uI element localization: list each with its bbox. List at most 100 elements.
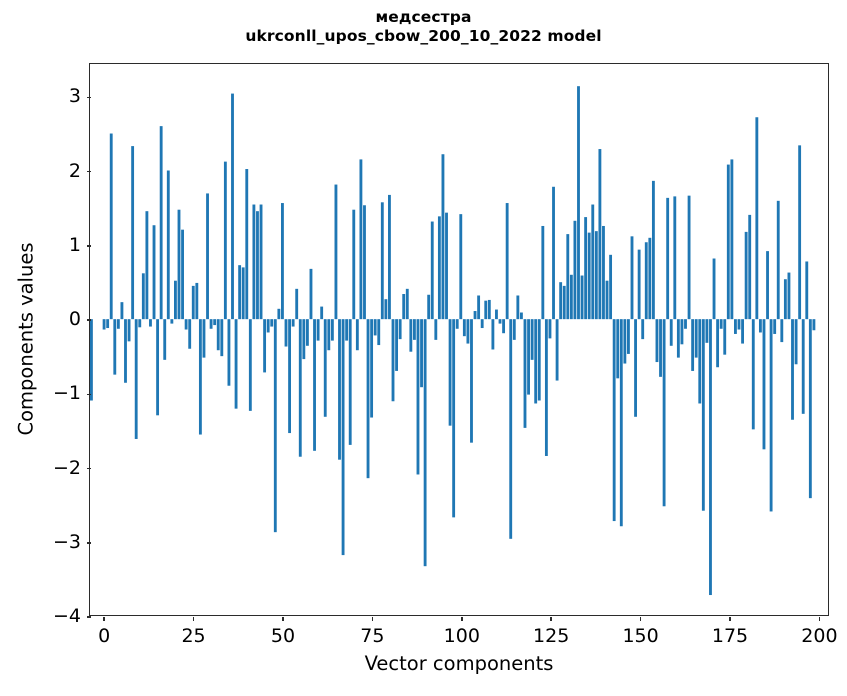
bar xyxy=(637,249,641,320)
bar xyxy=(259,204,263,320)
x-tick-label: 50 xyxy=(270,625,296,647)
bar xyxy=(238,265,242,320)
bar xyxy=(141,273,145,320)
bar xyxy=(730,159,734,320)
chart-title: медсестра ukrconll_upos_cbow_200_10_2022… xyxy=(0,8,847,46)
bar xyxy=(170,319,174,324)
bar xyxy=(366,319,370,479)
bar xyxy=(509,319,513,539)
bar xyxy=(569,274,573,320)
bar xyxy=(801,319,805,414)
bar xyxy=(477,295,481,320)
bar xyxy=(498,319,502,324)
bar xyxy=(691,319,695,371)
x-tick-mark xyxy=(282,617,284,621)
bar xyxy=(209,319,213,329)
bar xyxy=(619,319,623,527)
bar xyxy=(470,319,473,443)
y-tick-label: 2 xyxy=(68,159,81,182)
bar xyxy=(751,319,755,430)
y-tick-mark xyxy=(86,616,91,618)
bar xyxy=(149,319,152,327)
bar xyxy=(373,319,377,336)
bar xyxy=(206,193,209,320)
bar xyxy=(174,280,177,320)
bar xyxy=(534,319,538,404)
bar xyxy=(798,145,802,320)
bar xyxy=(241,267,245,320)
x-tick-label: 100 xyxy=(443,625,480,647)
bar xyxy=(673,196,677,320)
bar xyxy=(348,319,352,445)
bar xyxy=(523,319,527,428)
bar xyxy=(152,225,156,320)
x-tick-mark xyxy=(192,617,195,621)
y-tick-mark xyxy=(86,96,91,99)
y-tick-mark xyxy=(86,319,91,321)
bar xyxy=(220,319,224,357)
bar xyxy=(370,319,374,418)
bar xyxy=(352,209,356,320)
plot-area xyxy=(90,64,828,615)
bar xyxy=(612,319,616,522)
bar xyxy=(808,319,812,499)
bar xyxy=(309,268,313,320)
y-tick-mark xyxy=(86,170,91,173)
bar xyxy=(441,154,445,320)
bar xyxy=(145,211,149,320)
bar xyxy=(252,204,256,320)
x-tick-label: 200 xyxy=(801,625,838,647)
bar xyxy=(548,319,552,339)
bar xyxy=(245,169,249,320)
bar xyxy=(313,319,316,451)
bar xyxy=(113,319,117,375)
bar xyxy=(177,209,181,320)
bar xyxy=(762,319,766,450)
bar xyxy=(680,319,684,345)
bar xyxy=(541,225,545,320)
bar xyxy=(559,282,563,320)
x-tick-mark xyxy=(103,617,105,621)
bar xyxy=(787,272,791,320)
bar xyxy=(120,302,124,320)
bar xyxy=(281,203,284,320)
bar xyxy=(116,319,120,329)
bar xyxy=(363,205,366,320)
bar xyxy=(726,164,730,320)
bar xyxy=(744,231,748,320)
bar xyxy=(537,319,541,401)
bar xyxy=(109,133,113,320)
bar xyxy=(302,319,306,360)
bar xyxy=(277,308,281,320)
bar xyxy=(134,319,138,439)
y-tick-label: −4 xyxy=(52,605,81,627)
bar xyxy=(248,319,252,411)
bar xyxy=(131,146,135,320)
bar xyxy=(594,231,598,320)
x-tick-mark xyxy=(461,617,463,621)
bar xyxy=(462,319,466,337)
bar xyxy=(473,311,477,320)
bar xyxy=(316,319,320,341)
x-tick-mark xyxy=(818,617,821,621)
bar xyxy=(405,288,409,320)
y-tick-label: −1 xyxy=(52,382,81,405)
bar xyxy=(430,221,434,320)
bar xyxy=(698,319,702,404)
bar xyxy=(544,319,548,456)
bar xyxy=(791,319,794,420)
bar xyxy=(723,319,727,355)
bar xyxy=(448,319,452,426)
bar xyxy=(227,319,231,386)
bar xyxy=(298,319,302,457)
bar xyxy=(812,319,816,331)
bar xyxy=(701,319,705,511)
bar xyxy=(783,279,787,320)
x-axis-label: Vector components xyxy=(364,652,554,675)
bar xyxy=(159,126,163,320)
x-tick-mark xyxy=(550,617,552,621)
bar xyxy=(138,319,142,328)
x-tick-mark xyxy=(639,617,642,621)
bar xyxy=(188,319,192,349)
x-tick-label: 75 xyxy=(360,625,385,647)
